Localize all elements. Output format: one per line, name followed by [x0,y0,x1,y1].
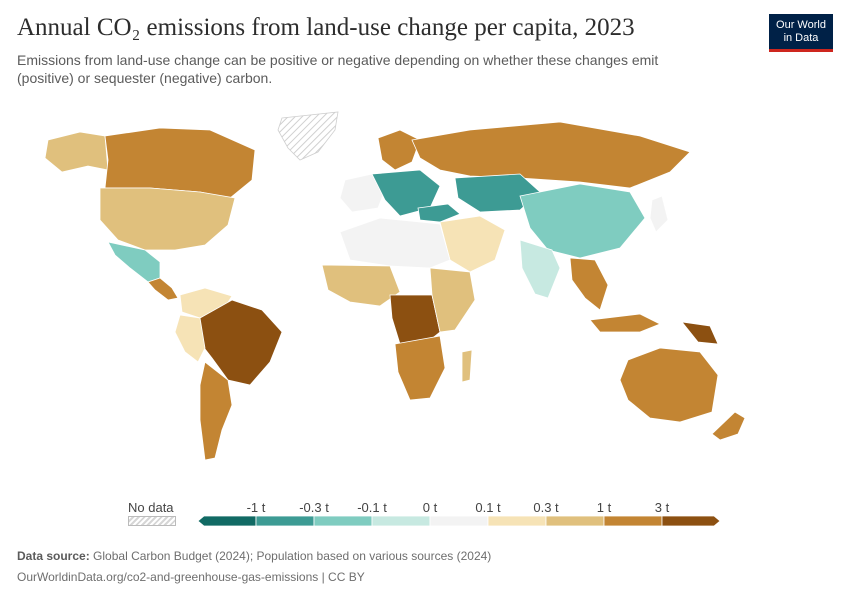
region-north-africa[interactable] [339,217,451,269]
logo-line-2: in Data [783,32,819,44]
footer-source-text: Global Carbon Budget (2024); Population … [93,549,492,563]
region-middle-east[interactable] [439,215,506,273]
region-china[interactable] [519,183,646,259]
footer-source-label: Data source: [17,549,90,563]
legend-tick-label: 0 t [422,500,438,515]
world-map [44,111,746,461]
region-brazil[interactable] [197,299,283,386]
region-usa[interactable] [99,187,236,251]
footer-url[interactable]: OurWorldinData.org/co2-and-greenhouse-ga… [17,570,365,584]
region-east-africa[interactable] [429,267,476,333]
legend-no-data-label: No data [128,500,174,515]
region-central-america[interactable] [147,277,179,301]
legend-no-data-swatch[interactable] [128,516,176,526]
region-papua[interactable] [681,321,719,345]
legend-tick-label: 0.1 t [475,500,501,515]
legend-tick-label: 3 t [654,500,670,515]
legend-tick-label: 1 t [596,500,612,515]
legend-tick-label: -0.1 t [357,500,387,515]
region-alaska[interactable] [44,131,109,173]
legend-bin-2[interactable] [313,515,373,527]
owid-logo[interactable]: Our World in Data [769,14,833,52]
region-southern-cone[interactable] [199,361,233,461]
region-southern-africa[interactable] [394,335,446,401]
region-canada[interactable] [104,127,256,199]
legend-bin-0[interactable] [197,515,257,527]
legend-color-scale [197,515,721,527]
region-india[interactable] [519,239,561,299]
region-indonesia[interactable] [589,313,661,333]
legend-tick-label: -1 t [246,500,266,515]
legend-tick-label: 0.3 t [533,500,559,515]
region-scandinavia[interactable] [377,129,421,171]
region-russia[interactable] [411,121,691,189]
legend-bin-3[interactable] [371,515,431,527]
page-title: Annual CO₂ emissions from land-use chang… [17,14,635,41]
region-peru-bolivia[interactable] [174,314,206,363]
region-turkey[interactable] [417,203,461,223]
logo-line-1: Our World [776,19,826,31]
footer-source: Data source: Global Carbon Budget (2024)… [17,549,491,563]
legend-bin-4[interactable] [429,515,489,527]
region-central-asia[interactable] [454,173,541,213]
region-southeast-asia[interactable] [569,257,609,311]
region-japan[interactable] [649,195,669,233]
legend-bin-5[interactable] [487,515,547,527]
legend-tick-label: -0.3 t [299,500,329,515]
color-legend: No data -1 t -0.3 t -0.1 t 0 t 0.1 t 0.3 t 1 t… [120,498,740,538]
region-australia[interactable] [619,347,719,423]
legend-bin-1[interactable] [255,515,315,527]
region-west-africa[interactable] [321,264,401,307]
region-madagascar[interactable] [461,349,473,383]
legend-bin-6[interactable] [545,515,605,527]
legend-bin-8[interactable] [661,515,721,527]
region-new-zealand[interactable] [711,411,746,441]
legend-bin-7[interactable] [603,515,663,527]
page-subtitle: Emissions from land-use change can be po… [17,52,659,86]
region-greenland[interactable] [277,111,339,161]
